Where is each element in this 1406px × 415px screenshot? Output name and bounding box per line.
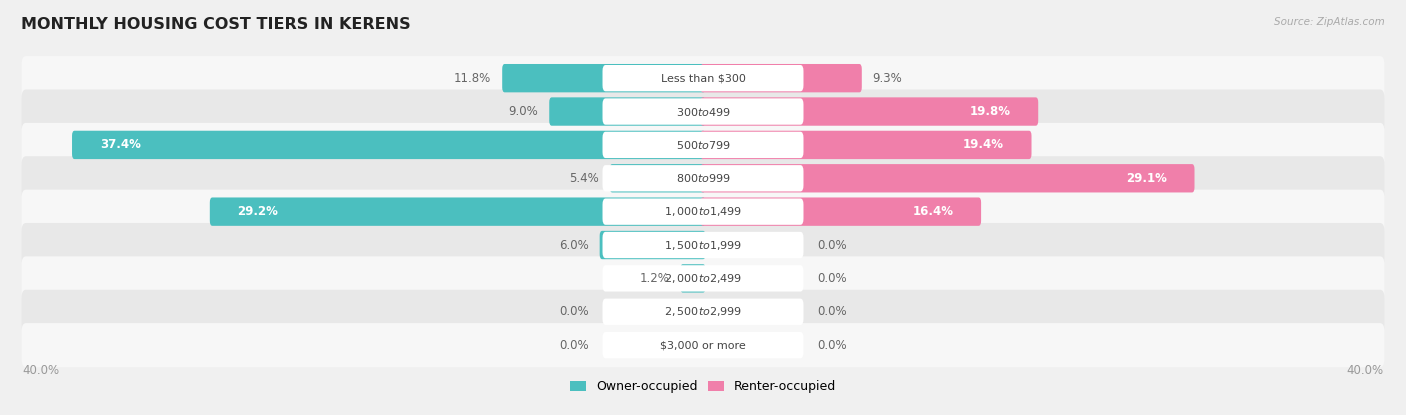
FancyBboxPatch shape [603,299,803,325]
FancyBboxPatch shape [681,264,706,293]
Text: 19.8%: 19.8% [970,105,1011,118]
FancyBboxPatch shape [21,56,1385,100]
Text: Less than $300: Less than $300 [661,73,745,83]
FancyBboxPatch shape [21,156,1385,200]
Text: 19.4%: 19.4% [963,139,1004,151]
Text: 0.0%: 0.0% [817,239,846,251]
Text: MONTHLY HOUSING COST TIERS IN KERENS: MONTHLY HOUSING COST TIERS IN KERENS [21,17,411,32]
FancyBboxPatch shape [21,256,1385,300]
Text: 0.0%: 0.0% [817,339,846,352]
FancyBboxPatch shape [21,190,1385,234]
Legend: Owner-occupied, Renter-occupied: Owner-occupied, Renter-occupied [569,380,837,393]
Text: $2,500 to $2,999: $2,500 to $2,999 [664,305,742,318]
FancyBboxPatch shape [603,98,803,124]
Text: 40.0%: 40.0% [1347,364,1384,377]
FancyBboxPatch shape [550,98,706,126]
FancyBboxPatch shape [603,198,803,225]
FancyBboxPatch shape [21,323,1385,367]
FancyBboxPatch shape [603,265,803,292]
Text: 29.2%: 29.2% [238,205,278,218]
Text: $3,000 or more: $3,000 or more [661,340,745,350]
Text: $1,500 to $1,999: $1,500 to $1,999 [664,239,742,251]
Text: 40.0%: 40.0% [22,364,59,377]
FancyBboxPatch shape [700,198,981,226]
FancyBboxPatch shape [21,123,1385,167]
FancyBboxPatch shape [72,131,706,159]
Text: $800 to $999: $800 to $999 [675,172,731,184]
Text: Source: ZipAtlas.com: Source: ZipAtlas.com [1274,17,1385,27]
Text: 0.0%: 0.0% [560,305,589,318]
Text: 0.0%: 0.0% [817,272,846,285]
FancyBboxPatch shape [209,198,706,226]
FancyBboxPatch shape [21,223,1385,267]
FancyBboxPatch shape [21,90,1385,134]
Text: $2,000 to $2,499: $2,000 to $2,499 [664,272,742,285]
Text: 16.4%: 16.4% [912,205,953,218]
Text: 6.0%: 6.0% [560,239,589,251]
Text: $300 to $499: $300 to $499 [675,105,731,117]
Text: 9.0%: 9.0% [509,105,538,118]
FancyBboxPatch shape [603,65,803,91]
FancyBboxPatch shape [603,132,803,158]
Text: $500 to $799: $500 to $799 [675,139,731,151]
FancyBboxPatch shape [502,64,706,93]
Text: 9.3%: 9.3% [873,72,903,85]
Text: 5.4%: 5.4% [569,172,599,185]
FancyBboxPatch shape [603,332,803,358]
Text: $1,000 to $1,499: $1,000 to $1,499 [664,205,742,218]
FancyBboxPatch shape [700,98,1038,126]
FancyBboxPatch shape [700,64,862,93]
Text: 1.2%: 1.2% [640,272,669,285]
FancyBboxPatch shape [700,164,1195,193]
FancyBboxPatch shape [603,165,803,191]
FancyBboxPatch shape [599,231,706,259]
Text: 0.0%: 0.0% [817,305,846,318]
FancyBboxPatch shape [21,290,1385,334]
Text: 29.1%: 29.1% [1126,172,1167,185]
FancyBboxPatch shape [603,232,803,258]
Text: 37.4%: 37.4% [100,139,141,151]
FancyBboxPatch shape [700,131,1032,159]
Text: 0.0%: 0.0% [560,339,589,352]
FancyBboxPatch shape [610,164,706,193]
Text: 11.8%: 11.8% [454,72,491,85]
